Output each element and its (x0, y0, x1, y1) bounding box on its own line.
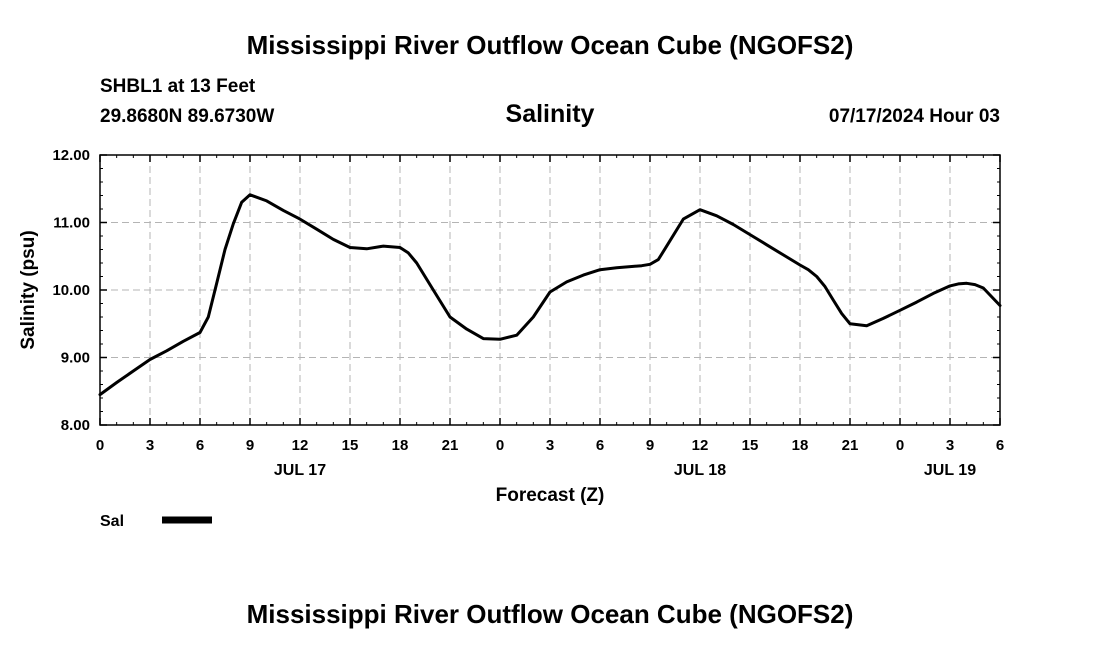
x-tick-label: 3 (146, 437, 154, 454)
series-line-sal (98, 193, 1002, 397)
x-axis-label: Forecast (Z) (496, 485, 605, 506)
x-tick-label: 6 (996, 437, 1004, 454)
x-tick-label: 15 (342, 437, 359, 454)
x-tick-label: 21 (842, 437, 859, 454)
y-tick-label: 10.00 (52, 282, 90, 299)
y-axis-label: Salinity (psu) (18, 230, 39, 349)
x-tick-label: 0 (496, 437, 504, 454)
x-tick-label: 0 (96, 437, 104, 454)
legend-label: Sal (100, 513, 124, 530)
y-tick-label: 9.00 (61, 350, 90, 367)
run-time: 07/17/2024 Hour 03 (828, 106, 1000, 127)
chart-main-title: Mississippi River Outflow Ocean Cube (NG… (246, 30, 854, 60)
plot-frame (99, 154, 1001, 426)
x-tick-label: 12 (692, 437, 709, 454)
x-tick-label: 6 (596, 437, 604, 454)
x-tick-label: 9 (646, 437, 654, 454)
y-tick-label: 11.00 (53, 215, 90, 232)
x-tick-label: 21 (442, 437, 459, 454)
x-tick-label: 18 (792, 437, 809, 454)
x-tick-label: 6 (196, 437, 204, 454)
x-tick-label: 0 (896, 437, 904, 454)
x-tick-label: 18 (392, 437, 409, 454)
footer-title: Mississippi River Outflow Ocean Cube (NG… (246, 599, 854, 629)
date-label: JUL 19 (924, 462, 976, 479)
y-tick-label: 8.00 (61, 417, 90, 434)
y-tick-label: 12.00 (52, 147, 90, 164)
station-name: SHBL1 at 13 Feet (100, 76, 256, 97)
x-tick-label: 3 (546, 437, 554, 454)
x-tick-label: 3 (946, 437, 954, 454)
x-tick-label: 15 (742, 437, 759, 454)
chart-subtitle: Salinity (505, 100, 595, 128)
date-label: JUL 17 (274, 462, 326, 479)
station-coordinates: 29.8680N 89.6730W (100, 106, 275, 127)
x-tick-label: 12 (292, 437, 309, 454)
x-tick-label: 9 (246, 437, 254, 454)
date-label: JUL 18 (674, 462, 726, 479)
